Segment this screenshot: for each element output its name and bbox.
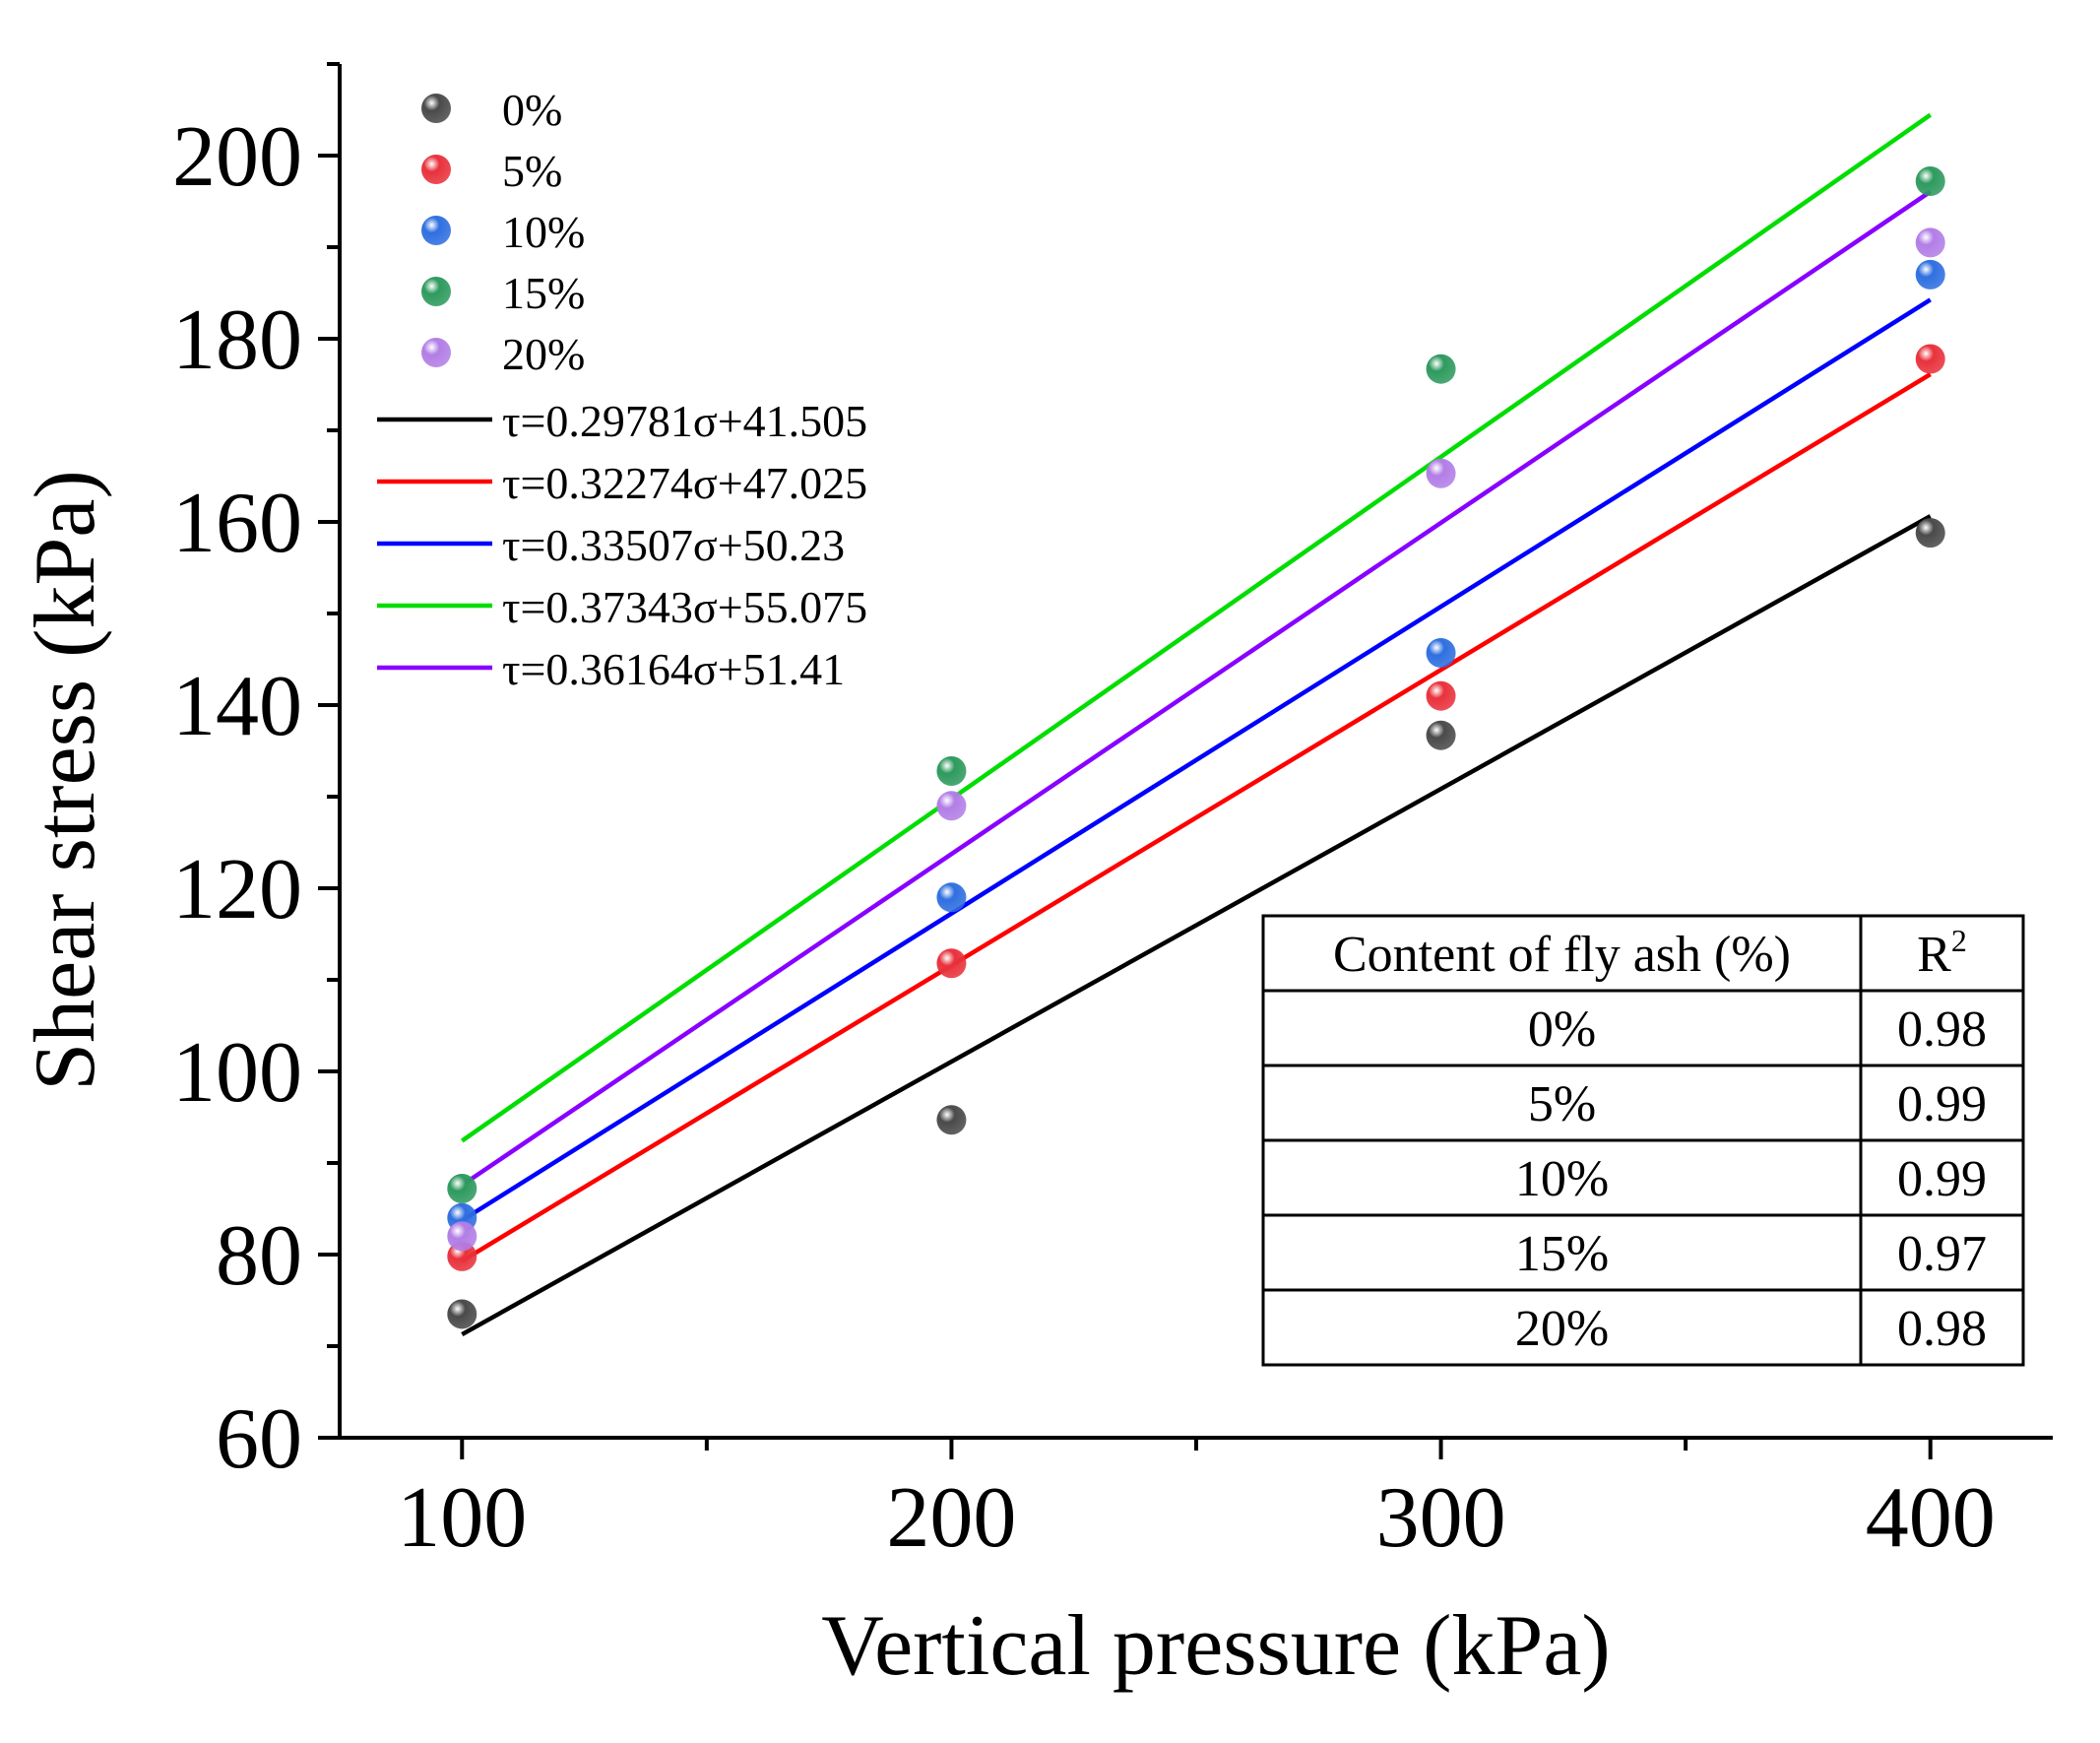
table-cell-content: 15% — [1515, 1226, 1609, 1282]
legend-marker — [421, 216, 451, 245]
data-point — [1426, 680, 1456, 711]
fit-line — [461, 372, 1932, 1263]
legend-label: τ=0.37343σ+55.075 — [502, 582, 867, 632]
table-rows: 0% 0.98 5% 0.99 10% 0.99 15% 0.97 20% 0.98 — [1515, 1001, 1987, 1357]
data-point — [447, 1174, 477, 1204]
data-point — [936, 755, 967, 786]
table-cell-r2: 0.97 — [1897, 1226, 1987, 1282]
y-tick-label: 180 — [172, 292, 302, 388]
y-tick-label: 60 — [216, 1391, 302, 1487]
data-point — [1915, 518, 1945, 549]
data-point — [936, 948, 967, 979]
table-header-r: R — [1917, 927, 1951, 983]
table-cell-content: 0% — [1528, 1001, 1596, 1058]
fit-line — [461, 514, 1932, 1337]
y-ticks: 60 80 100 120 140 160 180 200 — [172, 62, 340, 1487]
table-cell-r2: 0.99 — [1897, 1151, 1987, 1207]
data-point — [1426, 458, 1456, 488]
data-point — [936, 882, 967, 913]
y-tick-label: 100 — [172, 1025, 302, 1121]
table-cell-r2: 0.98 — [1897, 1001, 1987, 1058]
data-point — [1915, 227, 1945, 258]
x-ticks: 100 200 300 400 — [397, 1438, 1996, 1566]
table-cell-content: 5% — [1528, 1076, 1596, 1132]
data-point — [447, 1221, 477, 1252]
data-point — [1915, 344, 1945, 374]
table-cell-content: 20% — [1515, 1301, 1609, 1357]
legend-label: τ=0.36164σ+51.41 — [502, 644, 845, 694]
data-point — [1426, 720, 1456, 750]
data-point — [936, 1105, 967, 1135]
y-tick-label: 200 — [172, 109, 302, 205]
legend-label: 0% — [502, 85, 562, 135]
fit-line — [460, 112, 1933, 1143]
data-point — [1915, 166, 1945, 197]
data-point — [447, 1299, 477, 1329]
legend-label: τ=0.29781σ+41.505 — [502, 396, 867, 446]
table-cell-content: 10% — [1515, 1151, 1609, 1207]
legend-label: 15% — [502, 268, 585, 318]
legend-marker — [421, 155, 451, 184]
table-header-r-superscript: 2 — [1951, 923, 1967, 958]
x-tick-label: 200 — [886, 1470, 1016, 1566]
data-point — [1915, 259, 1945, 290]
legend: 0% 5% 10% 15% 20% τ=0.29781σ+41.505 τ=0.32274σ… — [377, 85, 867, 694]
legend-label: 20% — [502, 329, 585, 379]
x-tick-label: 300 — [1376, 1470, 1506, 1566]
data-point — [1426, 637, 1456, 668]
table-row-dividers — [1263, 989, 2023, 1292]
y-tick-label: 120 — [172, 842, 302, 937]
legend-label: τ=0.32274σ+47.025 — [502, 458, 867, 508]
table-header-r2: R2 — [1917, 923, 1967, 983]
legend-label: 10% — [502, 207, 585, 257]
y-axis-title: Shear stress (kPa) — [18, 470, 113, 1091]
legend-marker — [421, 94, 451, 123]
y-tick-label: 160 — [172, 476, 302, 571]
y-tick-label: 80 — [216, 1208, 302, 1304]
legend-marker — [421, 338, 451, 367]
fit-line — [461, 297, 1932, 1223]
legend-label: τ=0.33507σ+50.23 — [502, 520, 845, 570]
x-axis-title: Vertical pressure (kPa) — [821, 1598, 1610, 1694]
x-tick-label: 100 — [397, 1470, 527, 1566]
fit-lines — [460, 112, 1933, 1337]
table-cell-r2: 0.99 — [1897, 1076, 1987, 1132]
table-header-content: Content of fly ash (%) — [1333, 927, 1791, 983]
y-tick-label: 140 — [172, 659, 302, 754]
data-point — [936, 791, 967, 821]
r2-table: Content of fly ash (%) R2 0% 0.98 5% 0.99 10… — [1261, 914, 2025, 1367]
legend-marker — [421, 277, 451, 306]
data-point — [1426, 354, 1456, 384]
table-cell-r2: 0.98 — [1897, 1301, 1987, 1357]
fit-line — [461, 189, 1932, 1188]
data-points — [447, 166, 1945, 1329]
legend-label: 5% — [502, 146, 562, 196]
x-tick-label: 400 — [1866, 1470, 1996, 1566]
